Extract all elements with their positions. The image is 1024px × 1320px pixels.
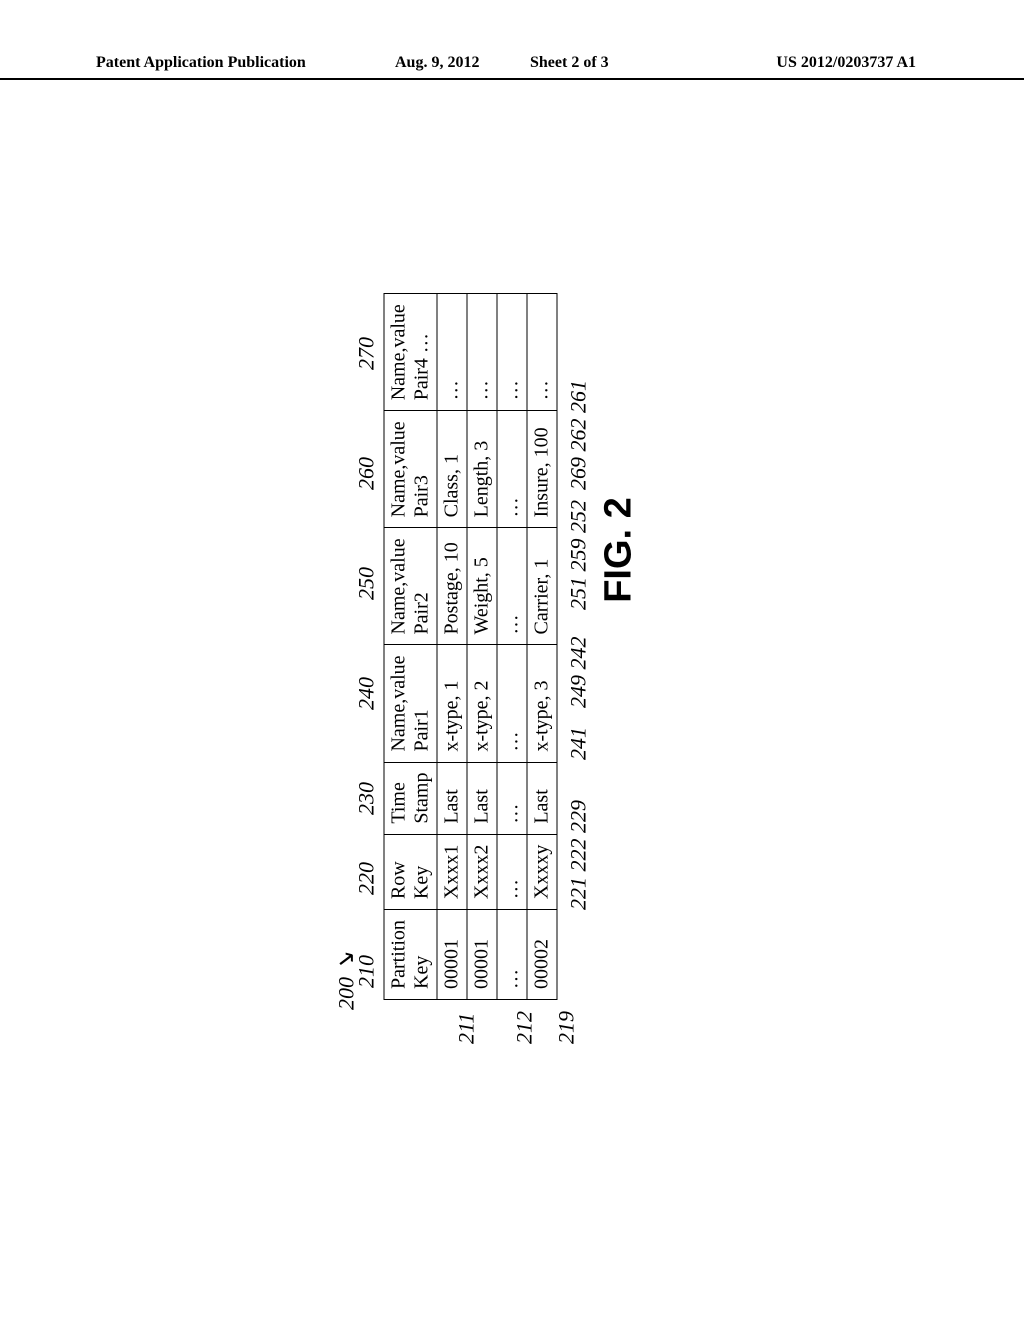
col-partition-key: PartitionKey	[384, 910, 437, 1000]
page-header: Patent Application Publication Aug. 9, 2…	[0, 54, 1024, 80]
callout-22x: 221 222 229	[566, 800, 592, 910]
callout-col-240: 240	[354, 677, 380, 710]
header-sheet: Sheet 2 of 3	[530, 54, 609, 72]
cell: Last	[527, 762, 557, 834]
callout-col-210: 210	[354, 955, 380, 988]
cell: Xxxx1	[437, 834, 467, 909]
cell: Last	[467, 762, 497, 834]
cell: …	[497, 834, 527, 909]
callout-col-220: 220	[354, 862, 380, 895]
cell: …	[497, 411, 527, 528]
callout-col-230: 230	[354, 782, 380, 815]
table-header-row: PartitionKey RowKey TimeStamp Name,value…	[384, 294, 437, 1000]
cell: x-type, 3	[527, 645, 557, 762]
cell: …	[527, 294, 557, 411]
table-row: 00001 Xxxx1 Last x-type, 1 Postage, 10 C…	[437, 294, 467, 1000]
header-left: Patent Application Publication	[96, 54, 306, 72]
col-pair1: Name,valuePair1	[384, 645, 437, 762]
cell: …	[467, 294, 497, 411]
callout-211: 211	[454, 1013, 480, 1044]
callout-24x: 249 242	[566, 637, 592, 709]
cell: Postage, 10	[437, 528, 467, 645]
cell: 00001	[467, 910, 497, 1000]
cell: Xxxxy	[527, 834, 557, 909]
cell: …	[497, 762, 527, 834]
col-time-stamp: TimeStamp	[384, 762, 437, 834]
cell: Last	[437, 762, 467, 834]
cell: Class, 1	[437, 411, 467, 528]
cell: Carrier, 1	[527, 528, 557, 645]
cell: …	[437, 294, 467, 411]
header-date: Aug. 9, 2012	[395, 54, 479, 72]
cell: Xxxx2	[467, 834, 497, 909]
callout-26x: 269 262 261	[566, 380, 592, 490]
callout-col-260: 260	[354, 457, 380, 490]
cell: Insure, 100	[527, 411, 557, 528]
cell: 00001	[437, 910, 467, 1000]
cell: Weight, 5	[467, 528, 497, 645]
figure-inner: 200 ↘ 210 220 230 240 250 260 270 Partit…	[384, 280, 641, 1000]
cell: …	[497, 528, 527, 645]
table-row: … … … … … … …	[497, 294, 527, 1000]
callout-25x: 251 259 252	[566, 500, 592, 610]
table-row: 00002 Xxxxy Last x-type, 3 Carrier, 1 In…	[527, 294, 557, 1000]
cell: …	[497, 294, 527, 411]
callout-col-270: 270	[354, 337, 380, 370]
col-pair3: Name,valuePair3	[384, 411, 437, 528]
callout-219: 219	[554, 1011, 580, 1044]
cell: Length, 3	[467, 411, 497, 528]
table-body: 00001 Xxxx1 Last x-type, 1 Postage, 10 C…	[437, 294, 557, 1000]
callout-col-250: 250	[354, 567, 380, 600]
cell: …	[497, 910, 527, 1000]
cell: …	[497, 645, 527, 762]
table-row: 00001 Xxxx2 Last x-type, 2 Weight, 5 Len…	[467, 294, 497, 1000]
figure-rotated: 200 ↘ 210 220 230 240 250 260 270 Partit…	[384, 280, 641, 1000]
col-pair2: Name,valuePair2	[384, 528, 437, 645]
callout-241: 241	[566, 727, 592, 760]
figure-wrapper: 200 ↘ 210 220 230 240 250 260 270 Partit…	[152, 512, 872, 769]
cell: 00002	[527, 910, 557, 1000]
callout-212: 212	[512, 1011, 538, 1044]
data-table: PartitionKey RowKey TimeStamp Name,value…	[384, 293, 558, 1000]
table-head: PartitionKey RowKey TimeStamp Name,value…	[384, 294, 437, 1000]
col-pair4: Name,valuePair4 …	[384, 294, 437, 411]
header-pubno: US 2012/0203737 A1	[776, 54, 916, 72]
figure-caption: FIG. 2	[598, 280, 641, 820]
col-row-key: RowKey	[384, 834, 437, 909]
cell: x-type, 2	[467, 645, 497, 762]
cell: x-type, 1	[437, 645, 467, 762]
